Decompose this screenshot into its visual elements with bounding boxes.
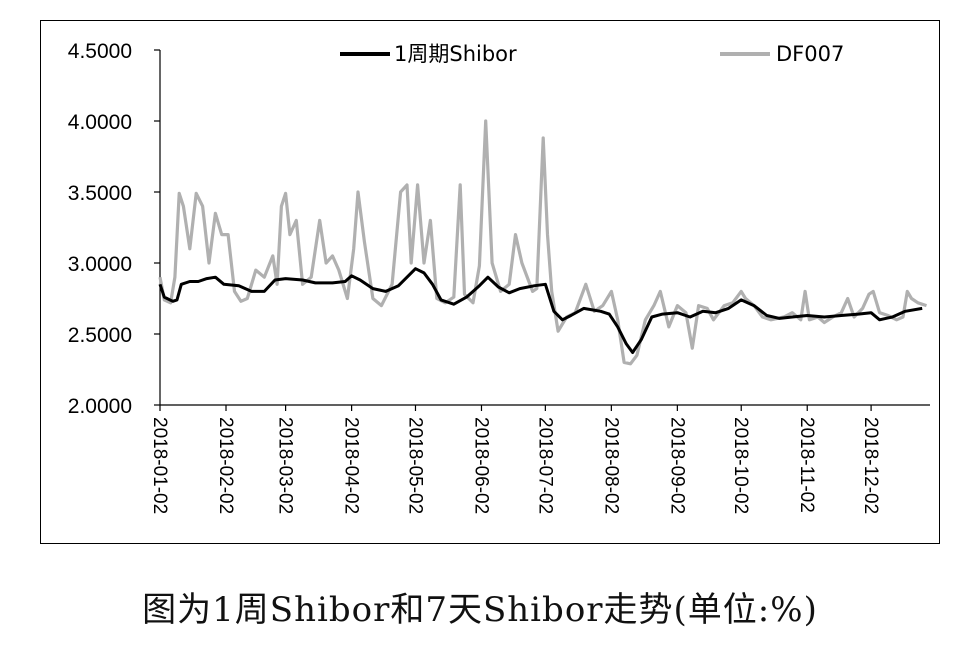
y-tick-label: 2.0000 (68, 395, 132, 418)
x-tick-label: 2018-04-02 (341, 417, 362, 514)
legend-label: 1周期Shibor (394, 42, 517, 66)
x-tick-label: 2018-01-02 (149, 417, 170, 514)
x-tick-label: 2018-02-02 (215, 417, 236, 514)
x-tick-label: 2018-09-02 (666, 417, 687, 514)
x-tick-label: 2018-12-02 (860, 417, 881, 514)
x-tick-label: 2018-03-02 (275, 417, 296, 514)
x-tick-label: 2018-05-02 (404, 417, 425, 514)
x-tick-label: 2018-11-02 (796, 417, 817, 513)
x-tick-label: 2018-10-02 (730, 417, 751, 514)
chart-caption: 图为1周Shibor和7天Shibor走势(单位:%) (142, 590, 818, 630)
y-tick-label: 4.5000 (68, 40, 132, 63)
legend-label: DF007 (776, 42, 844, 66)
x-tick-label: 2018-07-02 (534, 417, 555, 514)
y-tick-label: 4.0000 (68, 111, 132, 134)
series-line-shibor-1w (158, 267, 923, 354)
y-tick-label: 2.5000 (68, 324, 132, 347)
series-line-df007 (158, 119, 927, 366)
y-tick-label: 3.5000 (68, 182, 132, 205)
chart-frame (40, 20, 940, 544)
x-tick-label: 2018-08-02 (600, 417, 621, 514)
y-tick-label: 3.0000 (68, 253, 132, 276)
x-tick-label: 2018-06-02 (470, 417, 491, 514)
